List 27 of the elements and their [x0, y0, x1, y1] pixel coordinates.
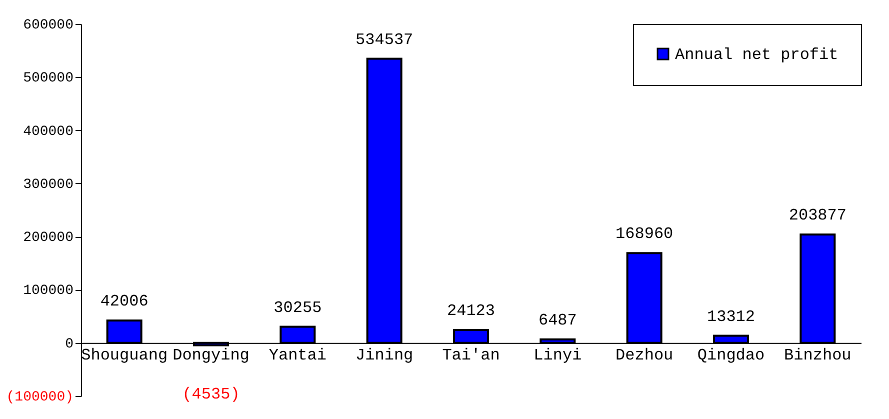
text: 42006	[100, 292, 148, 311]
y-tick-label: 100000	[23, 283, 74, 300]
x-tick-label: Dongying	[172, 346, 250, 364]
y-tick-label: 500000	[23, 70, 74, 87]
x-tick-label: Tai'an	[442, 346, 500, 364]
x-tick-label: Yantai	[268, 346, 326, 364]
text: 203877	[788, 206, 846, 225]
text: 13312	[706, 308, 756, 326]
x-tick-label: Qingdao	[697, 346, 765, 364]
text: 534537	[356, 30, 414, 49]
legend-label: Annual net profit	[675, 46, 838, 64]
x-tick-label: Dezhou	[616, 346, 674, 364]
y-tick-label: 200000	[23, 230, 74, 246]
text: 24123	[446, 302, 496, 320]
x-tick-label: Jining	[356, 346, 414, 364]
y-tick-label: 400000	[23, 124, 74, 140]
y-tick-label: 0	[65, 336, 74, 352]
y-tick-label: 600000	[23, 18, 74, 34]
x-tick-label: Shouguang	[81, 346, 168, 364]
text: 6487	[538, 311, 577, 330]
text: 168960	[616, 225, 674, 244]
x-tick-label: Linyi	[534, 346, 582, 364]
text: 30255	[274, 298, 322, 317]
y-tick-label: 300000	[23, 176, 74, 193]
x-tick-label: Binzhou	[784, 346, 852, 364]
y-tick-label: (100000)	[6, 390, 74, 406]
text: (4535)	[182, 385, 240, 404]
